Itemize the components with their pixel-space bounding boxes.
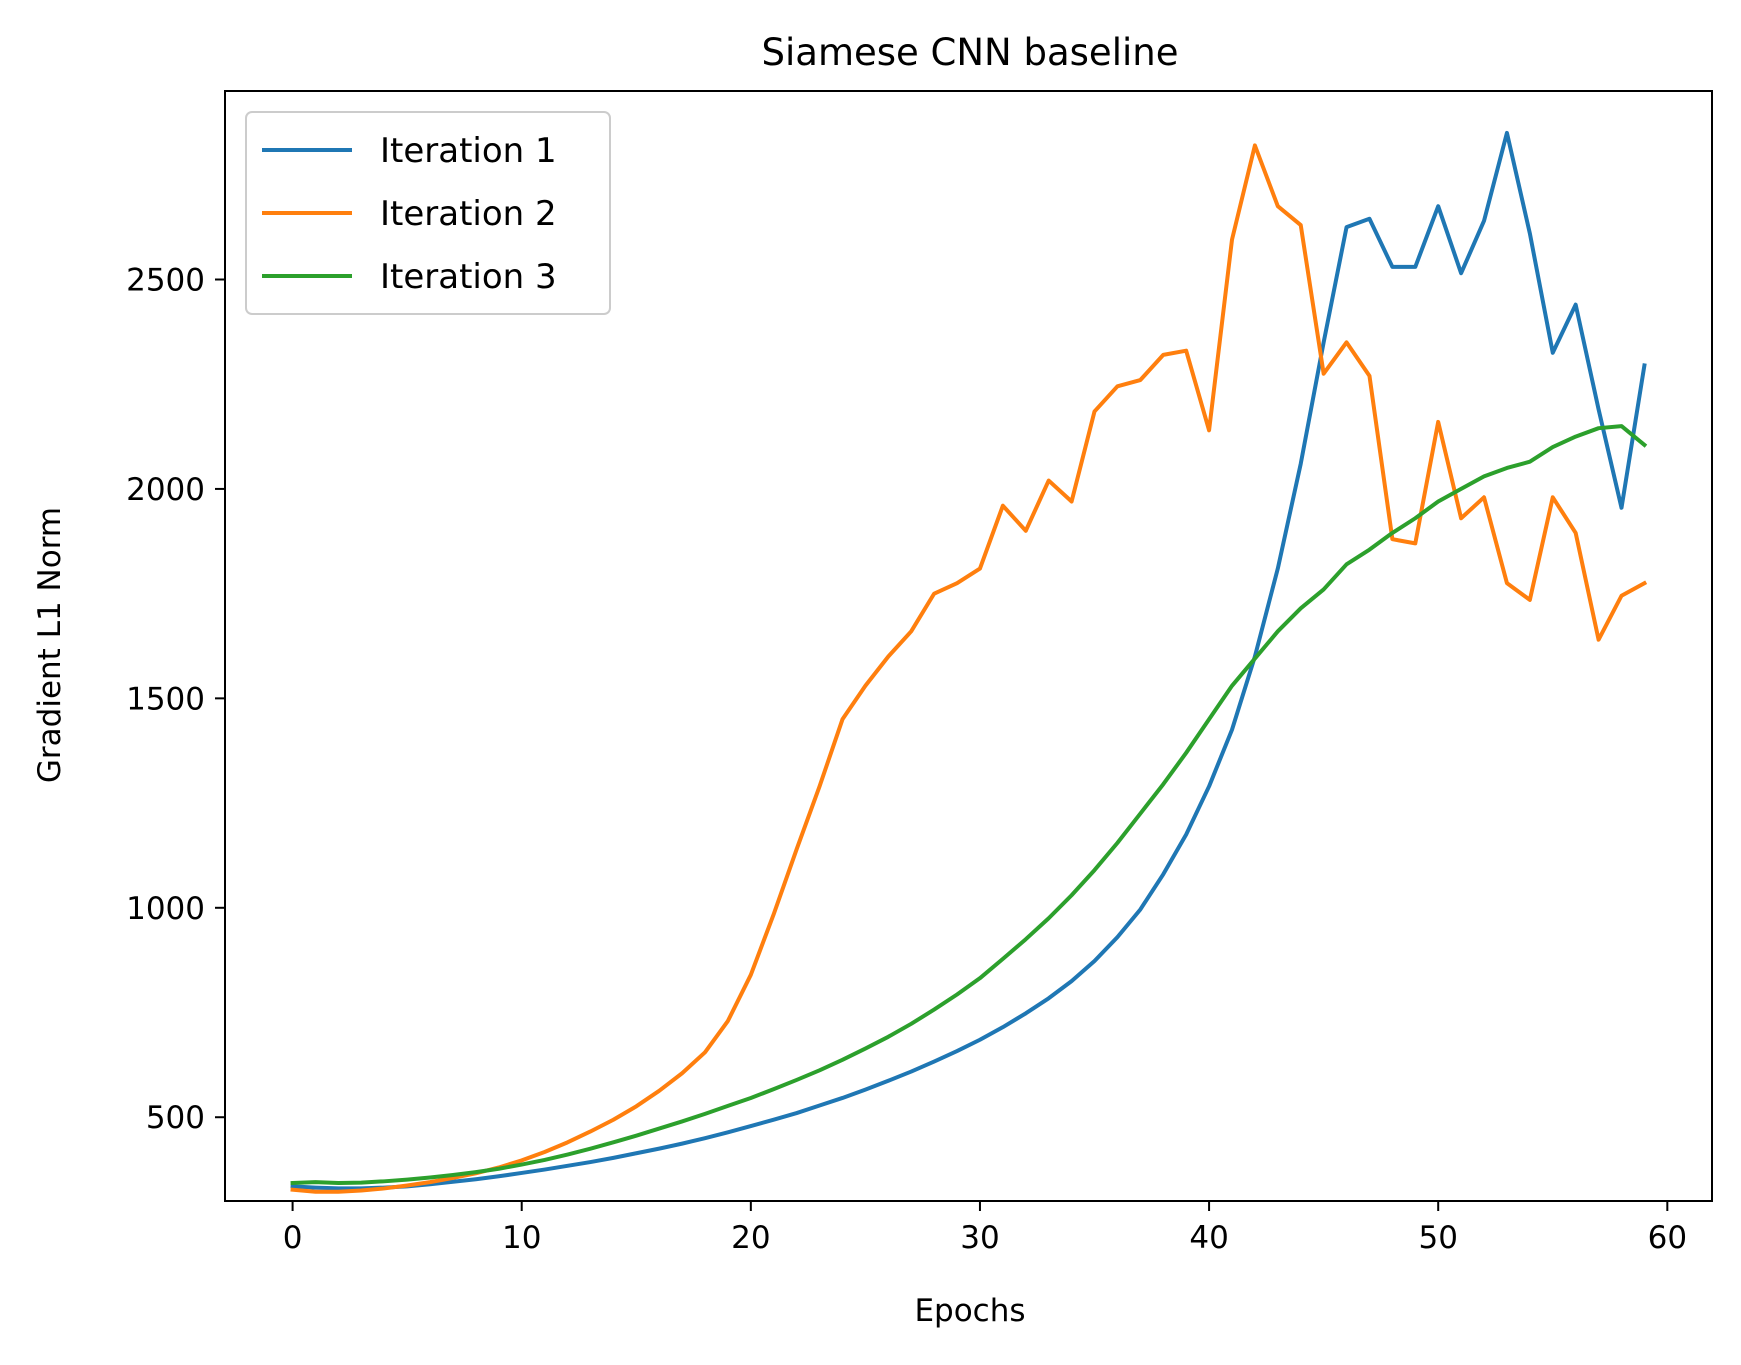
y-tick-label: 500 <box>146 1100 205 1136</box>
legend-label-1: Iteration 1 <box>380 131 557 171</box>
y-tick-label: 2500 <box>126 262 205 298</box>
plot-area <box>290 130 1648 1194</box>
x-tick-label: 20 <box>731 1220 770 1256</box>
series-line-2 <box>290 143 1648 1194</box>
series-line-3 <box>290 424 1648 1186</box>
series-line-1 <box>290 130 1647 1191</box>
x-tick-label: 50 <box>1418 1220 1457 1256</box>
y-tick-label: 1500 <box>126 681 205 717</box>
x-tick-label: 30 <box>960 1220 999 1256</box>
y-axis-label: Gradient L1 Norm <box>32 507 68 783</box>
x-axis-label: Epochs <box>914 1293 1025 1329</box>
y-tick-label: 2000 <box>126 472 205 508</box>
legend: Iteration 1 Iteration 2 Iteration 3 <box>245 111 611 315</box>
chart-title: Siamese CNN baseline <box>762 31 1179 74</box>
x-tick-label: 40 <box>1189 1220 1228 1256</box>
y-tick-label: 1000 <box>126 891 205 927</box>
x-axis-ticks: 0 10 20 30 40 50 60 <box>283 1201 1687 1256</box>
legend-label-3: Iteration 3 <box>380 257 557 297</box>
x-tick-label: 10 <box>502 1220 541 1256</box>
x-tick-label: 60 <box>1648 1220 1687 1256</box>
legend-label-2: Iteration 2 <box>380 194 557 234</box>
y-axis-ticks: 500 1000 1500 2000 2500 <box>126 262 225 1136</box>
plot-frame <box>224 90 1713 1202</box>
x-tick-label: 0 <box>283 1220 303 1256</box>
legend-box <box>245 111 611 315</box>
